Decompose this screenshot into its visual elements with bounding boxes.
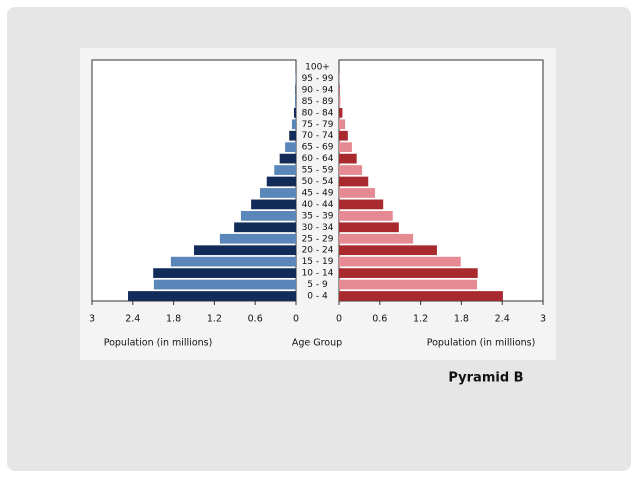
bar	[339, 222, 399, 232]
category-label: 95 - 99	[302, 74, 334, 84]
category-label: 35 - 39	[302, 211, 334, 221]
x-tick-label-left: 2.4	[125, 314, 140, 325]
x-tick-label-left: 0.6	[248, 314, 263, 325]
bar	[294, 108, 296, 118]
x-tick-label-right: 2.4	[495, 314, 510, 325]
bar	[251, 200, 296, 210]
bar	[171, 257, 296, 267]
bar	[339, 200, 383, 210]
category-axis-label: Age Group	[292, 338, 342, 349]
category-label: 20 - 24	[302, 246, 334, 256]
x-tick-label-right: 3	[540, 314, 546, 325]
bar	[274, 165, 296, 175]
category-label: 0 - 4	[307, 292, 328, 302]
bar	[339, 211, 393, 221]
bar	[241, 211, 296, 221]
x-tick-label-right: 0.6	[372, 314, 387, 325]
bar	[128, 291, 296, 301]
category-label: 55 - 59	[302, 166, 334, 176]
x-tick-label-left: 1.8	[166, 314, 181, 325]
category-label: 60 - 64	[302, 154, 334, 164]
bar	[295, 85, 296, 95]
bar	[339, 177, 368, 187]
bar	[292, 119, 296, 129]
bar	[339, 119, 345, 129]
bar	[339, 234, 413, 244]
x-axis-label-left: Population (in millions)	[104, 338, 213, 349]
category-label: 10 - 14	[302, 269, 334, 279]
bar	[280, 154, 296, 164]
category-label: 15 - 19	[302, 257, 334, 267]
x-tick-label-left: 0	[293, 314, 299, 325]
bar	[339, 165, 362, 175]
bar	[285, 142, 296, 152]
bar	[153, 268, 296, 278]
bar	[289, 131, 296, 141]
bar	[339, 268, 478, 278]
bar	[295, 96, 296, 106]
bar	[339, 291, 503, 301]
category-label: 50 - 54	[302, 177, 334, 187]
bar	[234, 222, 296, 232]
bar	[267, 177, 296, 187]
x-tick-label-right: 1.8	[454, 314, 469, 325]
bar	[339, 96, 340, 106]
bar	[194, 245, 296, 255]
category-label: 5 - 9	[307, 280, 328, 290]
x-tick-label-right: 0	[336, 314, 342, 325]
category-label: 80 - 84	[302, 108, 334, 118]
category-label: 85 - 89	[302, 97, 334, 107]
category-label: 65 - 69	[302, 143, 334, 153]
category-label: 70 - 74	[302, 131, 334, 141]
bar	[220, 234, 296, 244]
bar	[339, 257, 461, 267]
bar	[339, 154, 357, 164]
bar	[260, 188, 296, 198]
bar	[339, 142, 352, 152]
bar	[339, 280, 477, 290]
category-label: 25 - 29	[302, 234, 334, 244]
bar	[339, 131, 348, 141]
bar	[154, 280, 296, 290]
bar	[339, 188, 375, 198]
bar	[339, 108, 342, 118]
category-label: 30 - 34	[302, 223, 334, 233]
x-tick-label-left: 3	[89, 314, 95, 325]
category-label: 40 - 44	[302, 200, 334, 210]
x-tick-label-left: 1.2	[207, 314, 222, 325]
category-label: 75 - 79	[302, 120, 334, 130]
bar	[339, 245, 437, 255]
bar	[339, 85, 340, 95]
category-label: 45 - 49	[302, 188, 334, 198]
x-tick-label-right: 1.2	[413, 314, 428, 325]
annotation: Pyramid B	[448, 371, 523, 386]
x-axis-label-right: Population (in millions)	[427, 338, 536, 349]
category-label: 100+	[305, 63, 330, 73]
category-label: 90 - 94	[302, 85, 334, 95]
